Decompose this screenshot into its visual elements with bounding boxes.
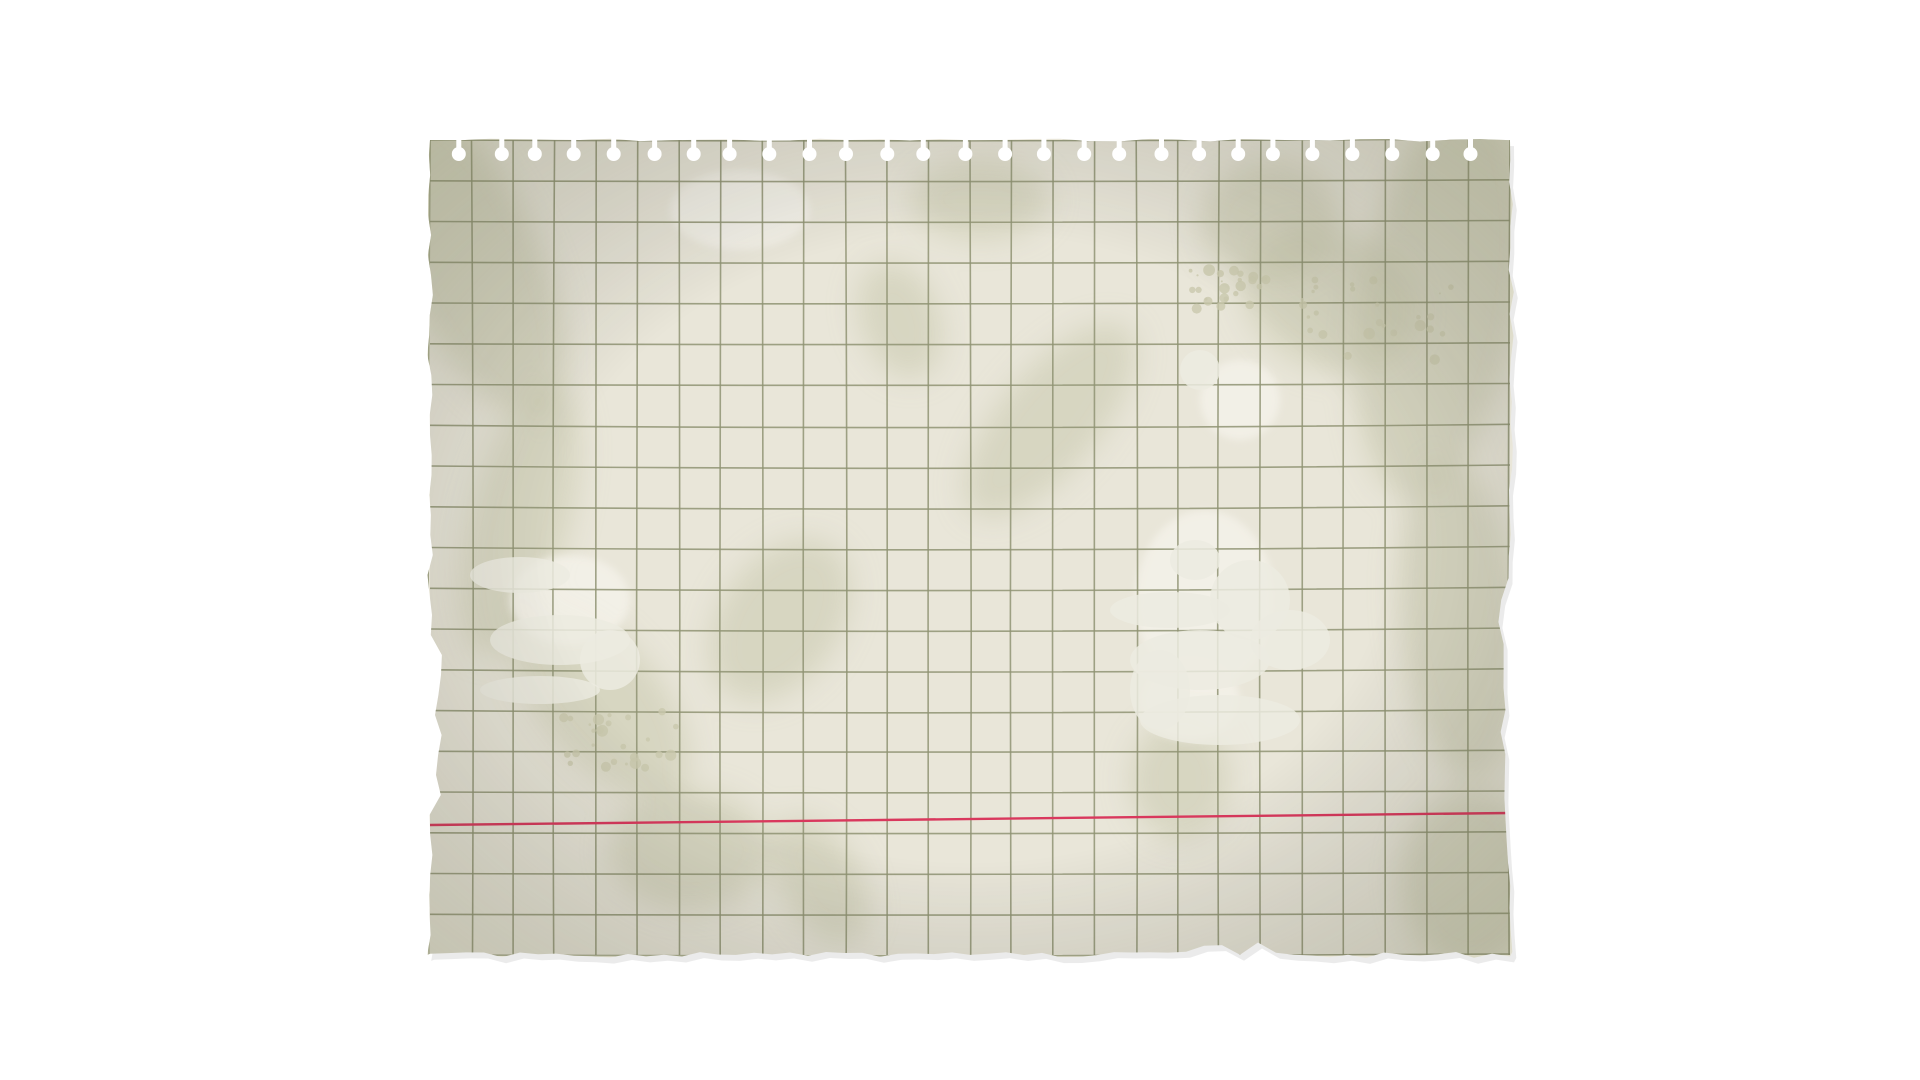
punch-hole-notch <box>652 138 658 148</box>
punch-hole <box>1192 147 1207 161</box>
punch-hole-notch <box>611 138 617 148</box>
punch-hole <box>1305 147 1320 161</box>
grid-line-vertical <box>427 139 431 956</box>
punch-hole <box>1425 147 1440 161</box>
punch-hole-notch <box>1081 138 1087 148</box>
punch-hole-notch <box>1235 138 1241 148</box>
punch-hole <box>566 147 581 161</box>
punch-hole <box>839 147 853 161</box>
punch-hole <box>722 147 737 161</box>
punch-hole <box>527 147 542 161</box>
punch-hole <box>1112 147 1127 161</box>
punch-hole <box>1385 147 1400 161</box>
punch-hole-notch <box>843 138 849 148</box>
punch-hole-notch <box>1159 138 1164 148</box>
punch-hole-notch <box>499 138 505 148</box>
punch-hole-notch <box>884 138 890 148</box>
punch-hole <box>1463 147 1478 161</box>
paper-vignette <box>430 140 1510 955</box>
punch-hole <box>1265 147 1280 161</box>
punch-hole <box>451 147 466 161</box>
punch-hole <box>606 147 621 161</box>
punch-hole-notch <box>727 138 733 148</box>
punch-hole <box>880 147 895 161</box>
punch-hole-notch <box>1389 138 1395 148</box>
punch-hole <box>1077 147 1092 161</box>
punch-hole-notch <box>920 138 926 148</box>
punch-hole <box>494 147 509 161</box>
punch-hole-notch <box>1196 138 1202 148</box>
punch-hole-notch <box>1116 138 1122 148</box>
punch-hole-notch <box>1309 138 1315 148</box>
punch-hole <box>762 147 777 161</box>
punch-hole-notch <box>1349 138 1355 148</box>
punch-hole <box>802 147 817 161</box>
punch-hole <box>916 147 931 161</box>
punch-hole <box>958 147 973 161</box>
punch-hole-notch <box>1270 138 1276 148</box>
punch-hole <box>1231 147 1246 161</box>
punch-hole-notch <box>1002 138 1008 148</box>
punch-hole-notch <box>1468 138 1473 148</box>
punch-hole-notch <box>1041 138 1047 148</box>
punch-hole-notch <box>691 138 697 148</box>
punch-hole-notch <box>571 138 577 148</box>
punch-hole-notch <box>807 138 812 148</box>
punch-holes <box>451 138 1478 161</box>
punch-hole <box>1036 147 1051 161</box>
punch-hole-notch <box>532 138 538 148</box>
punch-hole <box>647 147 662 161</box>
punch-hole-notch <box>962 138 968 148</box>
punch-hole-notch <box>1430 138 1436 148</box>
punch-hole <box>686 147 701 161</box>
punch-hole <box>998 147 1013 161</box>
punch-hole-notch <box>766 138 772 148</box>
punch-hole <box>1345 147 1360 161</box>
punch-hole <box>1154 147 1169 161</box>
punch-hole-notch <box>456 138 462 148</box>
